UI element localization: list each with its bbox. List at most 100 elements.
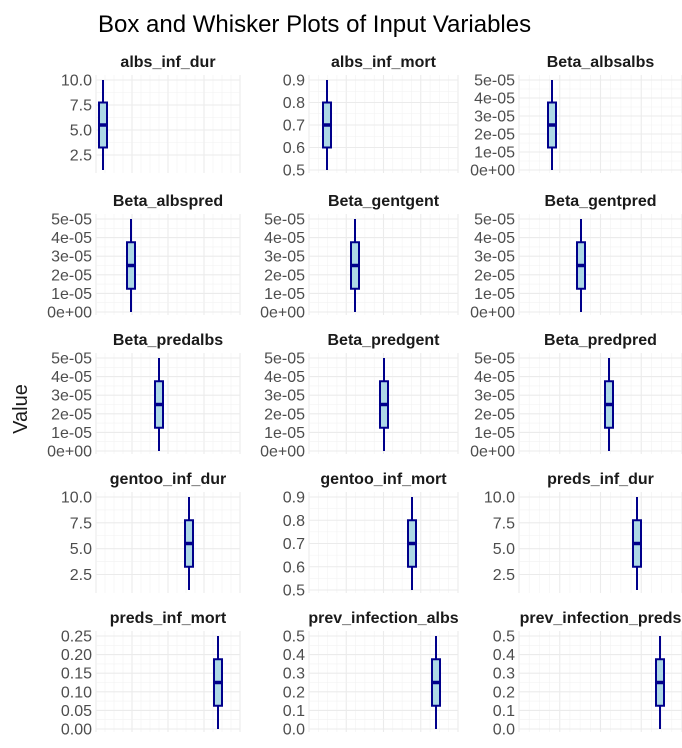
- y-tick-label: 3e-05: [264, 388, 305, 405]
- facet-title: gentoo_inf_dur: [110, 471, 226, 488]
- y-tick-label: 5e-05: [51, 212, 92, 229]
- y-tick-label: 0.5: [283, 629, 305, 646]
- y-tick-label: 0.6: [283, 140, 305, 157]
- y-tick-label: 0.6: [283, 559, 305, 576]
- y-tick-label: 2e-05: [51, 267, 92, 284]
- facet-title: prev_infection_preds: [520, 610, 682, 627]
- y-tick-label: 4e-05: [474, 230, 515, 247]
- y-tick-label: 0.0: [283, 722, 305, 739]
- facet-panel-1: 0.5 0.6 0.7 0.8 0.9 albs_inf_mort: [283, 54, 459, 180]
- y-tick-label: 0e+00: [470, 305, 515, 322]
- y-tick-label: 1e-05: [264, 286, 305, 303]
- chart-title: Box and Whisker Plots of Input Variables: [98, 11, 531, 38]
- facet-panel-14: 0.0 0.1 0.20.3 0.40.5 prev_infection_preds: [493, 610, 682, 739]
- y-tick-label: 2e-05: [264, 267, 305, 284]
- y-tick-label: 0.0: [493, 722, 515, 739]
- y-tick-label: 5e-05: [264, 212, 305, 229]
- facet-title: Beta_predgent: [327, 332, 440, 349]
- y-tick-label: 4e-05: [51, 230, 92, 247]
- y-tick-label: 3e-05: [264, 249, 305, 266]
- y-tick-label: 4e-05: [264, 369, 305, 386]
- y-tick-label: 0.25: [61, 629, 92, 646]
- y-tick-label: 5.0: [70, 123, 92, 140]
- y-tick-label: 3e-05: [51, 388, 92, 405]
- y-tick-label: 7.5: [493, 515, 515, 532]
- y-tick-label: 2e-05: [51, 406, 92, 423]
- y-tick-label: 5e-05: [474, 351, 515, 368]
- facet-title: preds_inf_mort: [110, 610, 227, 627]
- y-tick-label: 0.10: [61, 684, 92, 701]
- y-tick-label: 5e-05: [264, 351, 305, 368]
- y-tick-label: 0.1: [493, 703, 515, 720]
- facet-title: prev_infection_albs: [308, 610, 458, 627]
- y-tick-label: 7.5: [70, 98, 92, 115]
- y-tick-label: 1e-05: [264, 425, 305, 442]
- facet-title: albs_inf_dur: [120, 54, 215, 71]
- facet-title: preds_inf_dur: [547, 471, 654, 488]
- y-tick-label: 0.1: [283, 703, 305, 720]
- y-tick-label: 5.0: [70, 541, 92, 558]
- y-tick-label: 0.3: [283, 666, 305, 683]
- y-tick-label: 0.5: [283, 583, 305, 600]
- y-tick-label: 3e-05: [474, 388, 515, 405]
- y-tick-label: 0.9: [283, 490, 305, 507]
- y-tick-label: 0.8: [283, 95, 305, 112]
- y-tick-label: 0.20: [61, 647, 92, 664]
- y-tick-label: 0.5: [283, 163, 305, 180]
- facet-title: albs_inf_mort: [331, 54, 437, 71]
- facet-title: Beta_albspred: [113, 193, 223, 210]
- y-tick-label: 1e-05: [51, 425, 92, 442]
- y-tick-label: 0e+00: [47, 444, 92, 461]
- facet-grid: 2.5 5.0 7.5 10.0 albs_inf_dur 0.5 0.6 0.7 0.8 0.9…: [47, 54, 682, 739]
- y-tick-label: 5e-05: [474, 73, 515, 90]
- y-tick-label: 0e+00: [470, 444, 515, 461]
- facet-title: Beta_predalbs: [113, 332, 223, 349]
- facet-panel-10: 0.5 0.6 0.7 0.8 0.9 gentoo_inf_mort: [283, 471, 459, 600]
- y-tick-label: 10.0: [61, 73, 92, 90]
- y-tick-label: 5e-05: [51, 351, 92, 368]
- facet-panel-9: 2.5 5.0 7.5 10.0 gentoo_inf_dur: [61, 471, 241, 593]
- y-tick-label: 1e-05: [474, 425, 515, 442]
- y-tick-label: 2e-05: [474, 406, 515, 423]
- y-tick-label: 2e-05: [474, 267, 515, 284]
- y-tick-label: 0.7: [283, 118, 305, 135]
- y-tick-label: 4e-05: [264, 230, 305, 247]
- y-tick-label: 0e+00: [47, 305, 92, 322]
- y-tick-label: 7.5: [70, 515, 92, 532]
- y-tick-label: 3e-05: [474, 249, 515, 266]
- y-tick-label: 4e-05: [474, 369, 515, 386]
- y-tick-label: 0.05: [61, 703, 92, 720]
- y-tick-label: 0.2: [283, 684, 305, 701]
- y-axis-label: Value: [10, 384, 32, 434]
- y-tick-label: 4e-05: [51, 369, 92, 386]
- facet-title: Beta_predpred: [544, 332, 657, 349]
- y-tick-label: 4e-05: [474, 91, 515, 108]
- facet-title: gentoo_inf_mort: [320, 471, 447, 488]
- y-tick-label: 2e-05: [474, 127, 515, 144]
- y-tick-label: 2.5: [70, 567, 92, 584]
- y-tick-label: 0.15: [61, 666, 92, 683]
- facet-panel-12: 0.00 0.05 0.100.15 0.200.25 preds_inf_mort: [61, 610, 241, 739]
- y-tick-label: 1e-05: [474, 145, 515, 162]
- y-tick-label: 0.00: [61, 722, 92, 739]
- y-tick-label: 3e-05: [474, 109, 515, 126]
- y-tick-label: 2.5: [493, 567, 515, 584]
- y-tick-label: 5e-05: [474, 212, 515, 229]
- y-tick-label: 1e-05: [51, 286, 92, 303]
- y-tick-label: 0.4: [493, 647, 515, 664]
- y-tick-label: 0e+00: [260, 305, 305, 322]
- y-tick-label: 10.0: [484, 490, 515, 507]
- y-tick-label: 0e+00: [470, 163, 515, 180]
- facet-panel-11: 2.5 5.0 7.5 10.0 preds_inf_dur: [484, 471, 682, 593]
- y-tick-label: 0.4: [283, 647, 305, 664]
- y-tick-label: 0.8: [283, 513, 305, 530]
- y-tick-label: 0.9: [283, 73, 305, 90]
